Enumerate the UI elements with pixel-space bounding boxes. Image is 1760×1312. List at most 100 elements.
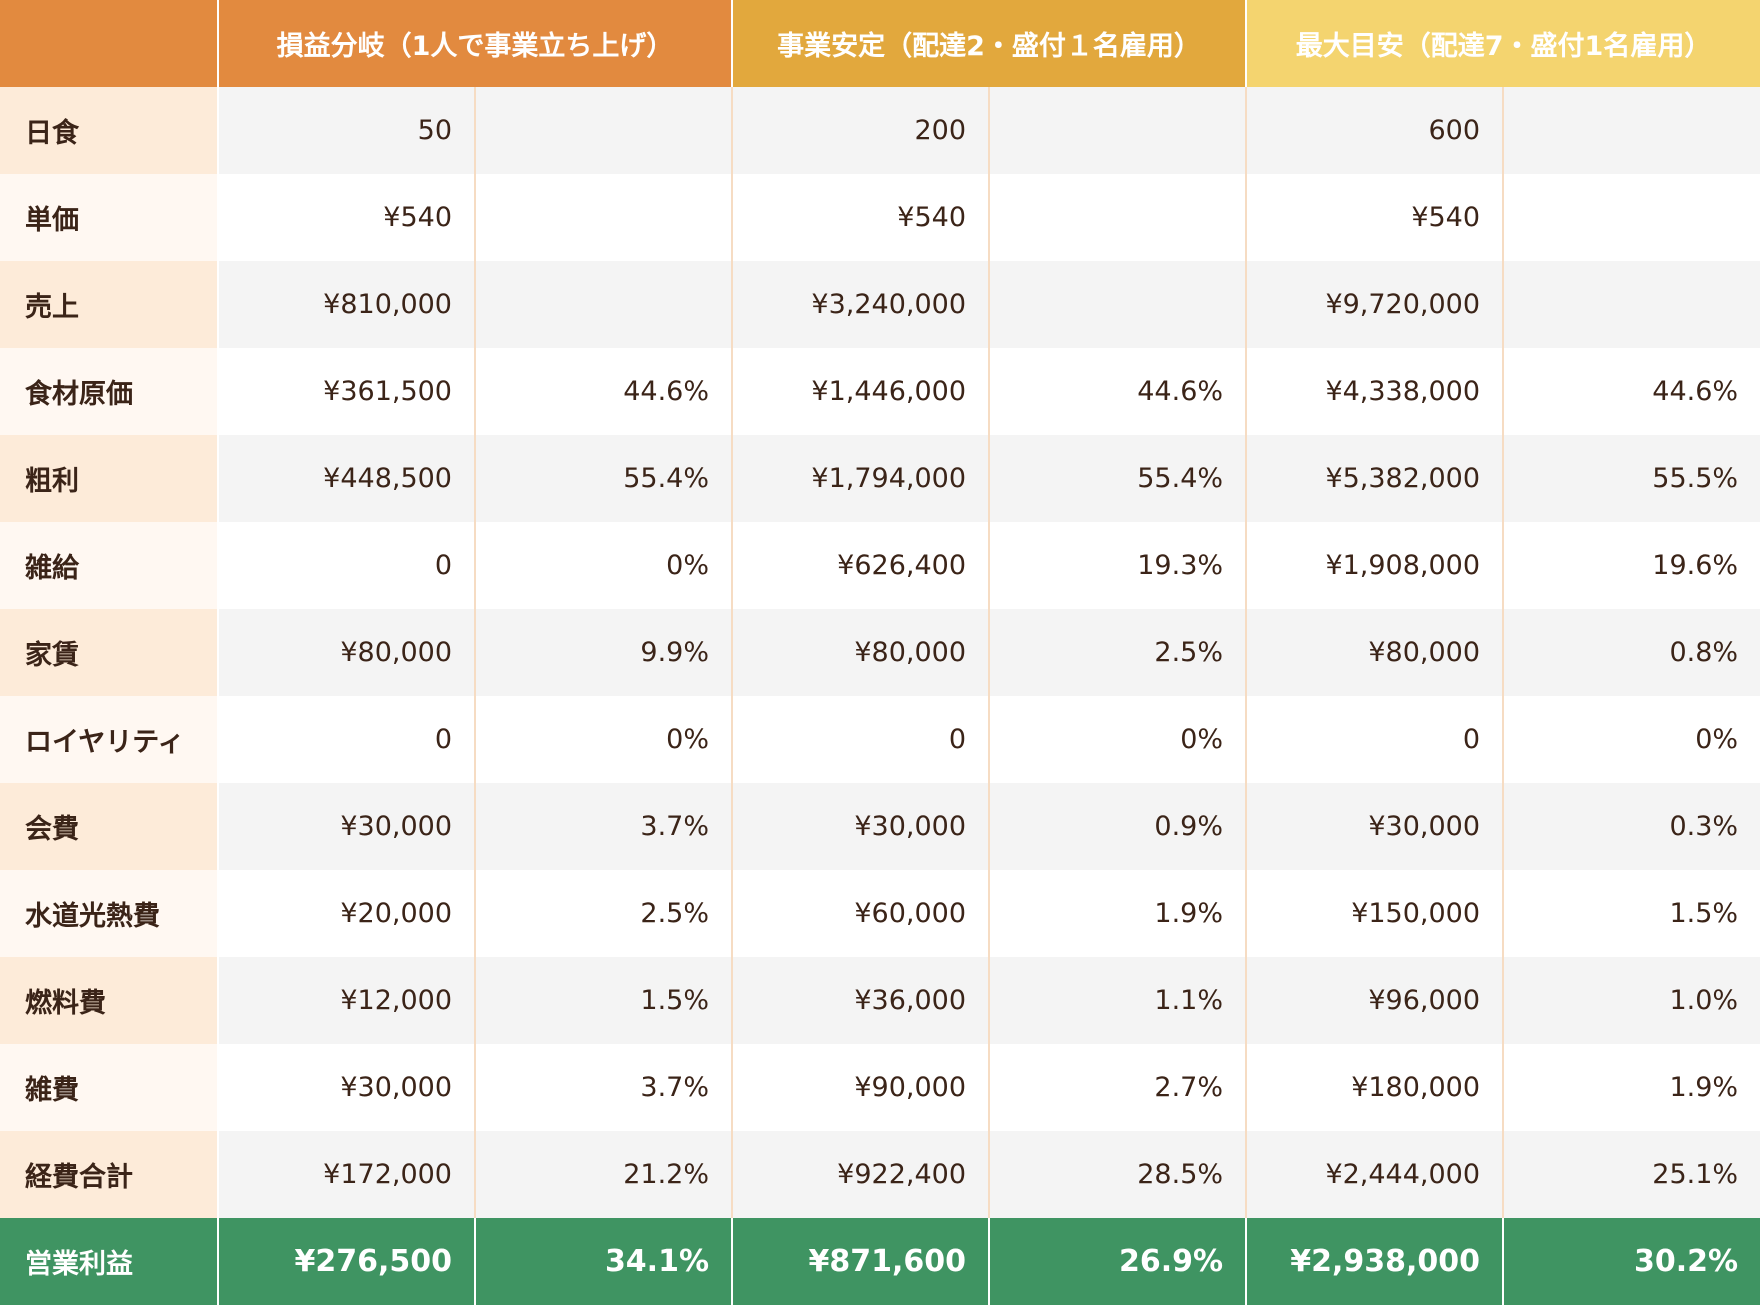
table-row: 売上 ¥810,000 ¥3,240,000 ¥9,720,000 xyxy=(0,261,1760,348)
table-row: 水道光熱費 ¥20,000 2.5% ¥60,000 1.9% ¥150,000 1.5% xyxy=(0,870,1760,957)
table-row: 単価 ¥540 ¥540 ¥540 xyxy=(0,174,1760,261)
profit-ratio-cell: 26.9% xyxy=(989,1218,1248,1305)
amount-cell: ¥30,000 xyxy=(218,1044,476,1131)
amount-cell: ¥30,000 xyxy=(218,783,476,870)
ratio-cell: 28.5% xyxy=(989,1131,1248,1218)
ratio-cell: 21.2% xyxy=(475,1131,734,1218)
amount-cell: ¥922,400 xyxy=(732,1131,991,1218)
ratio-cell: 1.9% xyxy=(989,870,1248,957)
table-body: 日食 50 200 600 単価 ¥540 ¥540 ¥540 売上 ¥810,000 ¥3,240… xyxy=(0,87,1760,1305)
profit-ratio-cell: 34.1% xyxy=(475,1218,734,1305)
amount-cell: 0 xyxy=(1246,696,1505,783)
amount-cell: ¥540 xyxy=(732,174,991,261)
ratio-cell xyxy=(989,261,1248,348)
ratio-cell: 1.1% xyxy=(989,957,1248,1044)
profit-amount-cell: ¥2,938,000 xyxy=(1246,1218,1505,1305)
amount-cell: ¥80,000 xyxy=(1246,609,1505,696)
amount-cell: 600 xyxy=(1246,87,1505,174)
ratio-cell: 55.4% xyxy=(475,435,734,522)
amount-cell: 0 xyxy=(218,522,476,609)
row-label: 営業利益 xyxy=(0,1218,219,1305)
amount-cell: ¥5,382,000 xyxy=(1246,435,1505,522)
ratio-cell: 55.4% xyxy=(989,435,1248,522)
ratio-cell xyxy=(1503,261,1760,348)
ratio-cell xyxy=(475,174,734,261)
row-label: 粗利 xyxy=(0,435,219,522)
ratio-cell: 3.7% xyxy=(475,783,734,870)
amount-cell: ¥448,500 xyxy=(218,435,476,522)
table-row: 経費合計 ¥172,000 21.2% ¥922,400 28.5% ¥2,444,000… xyxy=(0,1131,1760,1218)
profit-amount-cell: ¥276,500 xyxy=(218,1218,476,1305)
amount-cell: ¥2,444,000 xyxy=(1246,1131,1505,1218)
table-header: 損益分岐（1人で事業立ち上げ） 事業安定（配達2・盛付１名雇用） 最大目安（配達… xyxy=(0,0,1760,87)
ratio-cell: 55.5% xyxy=(1503,435,1760,522)
ratio-cell xyxy=(989,174,1248,261)
table-row: 日食 50 200 600 xyxy=(0,87,1760,174)
amount-cell: ¥4,338,000 xyxy=(1246,348,1505,435)
amount-cell: ¥60,000 xyxy=(732,870,991,957)
ratio-cell xyxy=(989,87,1248,174)
table-row: 雑給 0 0% ¥626,400 19.3% ¥1,908,000 19.6% xyxy=(0,522,1760,609)
table-row: 粗利 ¥448,500 55.4% ¥1,794,000 55.4% ¥5,382,000… xyxy=(0,435,1760,522)
row-label: 食材原価 xyxy=(0,348,219,435)
row-label: 会費 xyxy=(0,783,219,870)
ratio-cell: 44.6% xyxy=(1503,348,1760,435)
amount-cell: ¥540 xyxy=(218,174,476,261)
ratio-cell xyxy=(1503,87,1760,174)
row-label: 単価 xyxy=(0,174,219,261)
ratio-cell: 0.8% xyxy=(1503,609,1760,696)
ratio-cell: 9.9% xyxy=(475,609,734,696)
amount-cell: ¥96,000 xyxy=(1246,957,1505,1044)
amount-cell: ¥172,000 xyxy=(218,1131,476,1218)
ratio-cell xyxy=(475,87,734,174)
ratio-cell xyxy=(1503,174,1760,261)
amount-cell: ¥30,000 xyxy=(732,783,991,870)
row-label: 雑給 xyxy=(0,522,219,609)
amount-cell: 0 xyxy=(218,696,476,783)
table-row: 家賃 ¥80,000 9.9% ¥80,000 2.5% ¥80,000 0.8% xyxy=(0,609,1760,696)
ratio-cell: 0% xyxy=(989,696,1248,783)
row-label: ロイヤリティ xyxy=(0,696,219,783)
amount-cell: ¥9,720,000 xyxy=(1246,261,1505,348)
ratio-cell: 19.3% xyxy=(989,522,1248,609)
amount-cell: ¥20,000 xyxy=(218,870,476,957)
amount-cell: ¥80,000 xyxy=(218,609,476,696)
amount-cell: ¥3,240,000 xyxy=(732,261,991,348)
header-corner xyxy=(0,0,219,87)
row-label: 水道光熱費 xyxy=(0,870,219,957)
ratio-cell xyxy=(475,261,734,348)
amount-cell: 200 xyxy=(732,87,991,174)
amount-cell: ¥36,000 xyxy=(732,957,991,1044)
table-row: 食材原価 ¥361,500 44.6% ¥1,446,000 44.6% ¥4,338,0… xyxy=(0,348,1760,435)
row-label: 日食 xyxy=(0,87,219,174)
ratio-cell: 2.5% xyxy=(475,870,734,957)
amount-cell: ¥180,000 xyxy=(1246,1044,1505,1131)
ratio-cell: 3.7% xyxy=(475,1044,734,1131)
amount-cell: ¥1,446,000 xyxy=(732,348,991,435)
ratio-cell: 1.5% xyxy=(475,957,734,1044)
amount-cell: ¥1,794,000 xyxy=(732,435,991,522)
header-break-even: 損益分岐（1人で事業立ち上げ） xyxy=(218,0,734,87)
table-row: 雑費 ¥30,000 3.7% ¥90,000 2.7% ¥180,000 1.9% xyxy=(0,1044,1760,1131)
amount-cell: ¥90,000 xyxy=(732,1044,991,1131)
amount-cell: ¥80,000 xyxy=(732,609,991,696)
amount-cell: ¥1,908,000 xyxy=(1246,522,1505,609)
ratio-cell: 1.0% xyxy=(1503,957,1760,1044)
ratio-cell: 1.5% xyxy=(1503,870,1760,957)
row-label: 家賃 xyxy=(0,609,219,696)
profit-ratio-cell: 30.2% xyxy=(1503,1218,1760,1305)
amount-cell: ¥150,000 xyxy=(1246,870,1505,957)
row-label: 売上 xyxy=(0,261,219,348)
table-row: ロイヤリティ 0 0% 0 0% 0 0% xyxy=(0,696,1760,783)
amount-cell: ¥361,500 xyxy=(218,348,476,435)
ratio-cell: 0% xyxy=(475,696,734,783)
row-label: 燃料費 xyxy=(0,957,219,1044)
row-label: 経費合計 xyxy=(0,1131,219,1218)
table-row: 燃料費 ¥12,000 1.5% ¥36,000 1.1% ¥96,000 1.0% xyxy=(0,957,1760,1044)
ratio-cell: 1.9% xyxy=(1503,1044,1760,1131)
amount-cell: ¥30,000 xyxy=(1246,783,1505,870)
amount-cell: ¥12,000 xyxy=(218,957,476,1044)
ratio-cell: 2.7% xyxy=(989,1044,1248,1131)
ratio-cell: 25.1% xyxy=(1503,1131,1760,1218)
